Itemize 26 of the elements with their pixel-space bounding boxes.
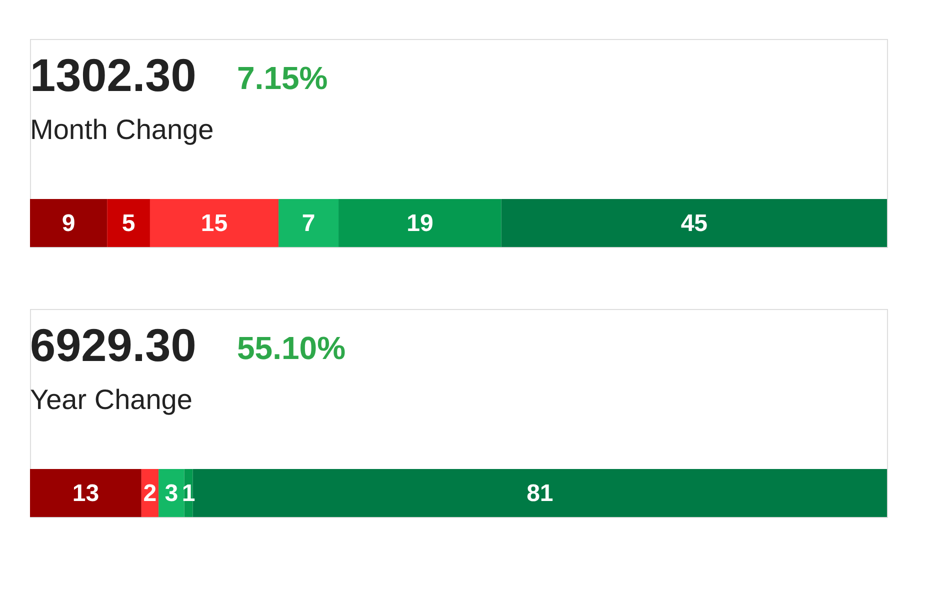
data-label: 15 [200,210,228,237]
data-label: 5 [122,210,136,237]
bar [30,469,142,517]
data-label: 81 [526,480,554,507]
bar [501,199,887,247]
bar [107,199,150,247]
bar [30,199,108,247]
chart-title: 6929.30 [30,319,196,371]
chart-subtitle: Month Change [30,114,214,145]
data-label: 13 [72,480,100,507]
data-label: 2 [143,480,157,507]
data-label: 1 [182,480,196,507]
text: 7.15% [237,60,328,96]
chart-subtitle: Year Change [30,384,192,415]
data-label: 19 [406,210,434,237]
bar [278,199,339,247]
chart-title: 1302.30 [30,49,196,101]
bar [338,199,502,247]
text: 55.10% [237,330,346,366]
bar [158,469,184,517]
bar [150,199,279,247]
data-label: 7 [302,210,316,237]
data-label: 3 [164,480,178,507]
data-label: 9 [62,210,76,237]
data-label: 45 [680,210,708,237]
bar [192,469,887,517]
